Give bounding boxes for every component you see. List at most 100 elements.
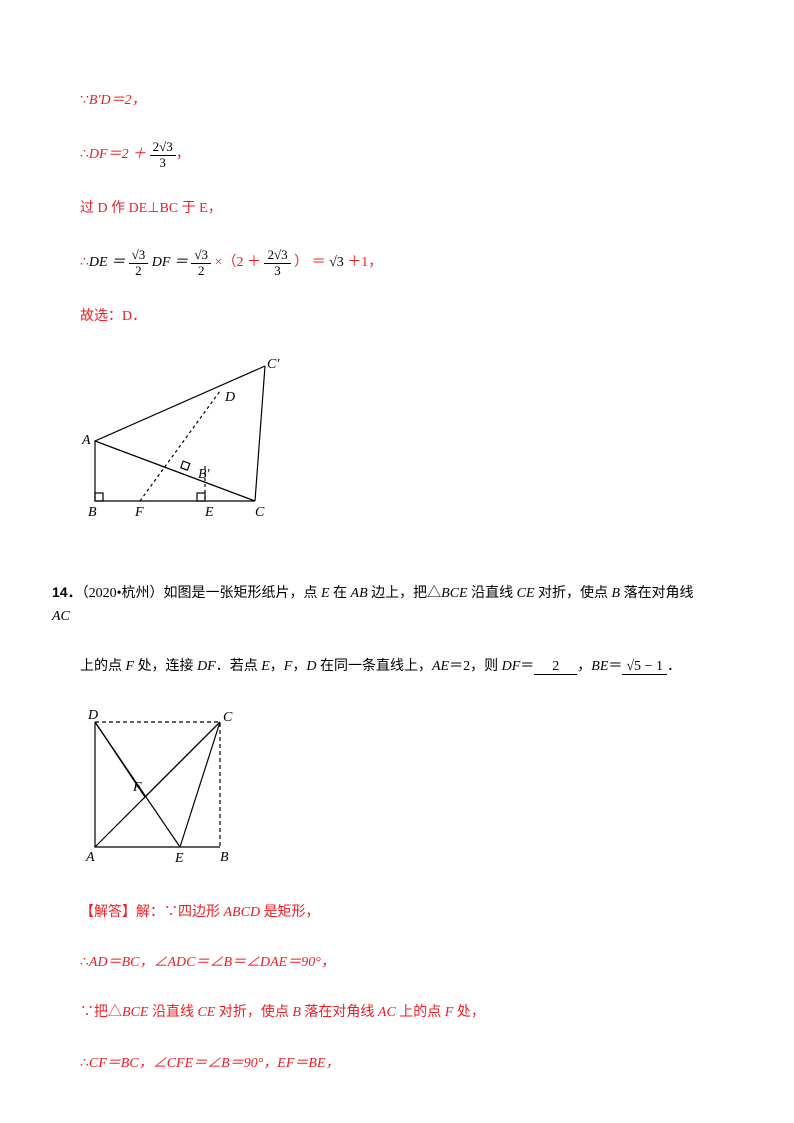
label-Bp: B′ [198, 467, 211, 482]
question-14-line2: 上的点 F 处，连接 DF．若点 E，F，D 在同一条直线上，AE＝2，则 DF… [80, 656, 714, 678]
ce: CE [197, 1005, 215, 1020]
eq: ＝ [520, 659, 534, 674]
t: 在 [330, 586, 351, 601]
question-14: 14．（2020•杭州）如图是一张矩形纸片，点 E 在 AB 边上，把△BCE … [52, 581, 714, 628]
denominator: 2 [191, 264, 211, 278]
t: 处，连接 [134, 659, 197, 674]
var: DF＝2 ＋ [89, 147, 146, 162]
denominator: 2 [129, 264, 149, 278]
therefore-symbol: ∴ [80, 1056, 89, 1071]
t: 对折，使点 [215, 1005, 292, 1020]
ac: AC [378, 1005, 396, 1020]
var-DF: DF [197, 659, 216, 674]
var-F: F [126, 659, 135, 674]
label-A: A [85, 850, 95, 865]
expr: CF＝BC，∠CFE＝∠B＝90°，EF＝BE， [89, 1056, 340, 1071]
denominator: 3 [264, 264, 290, 278]
label-C: C [255, 505, 265, 520]
period: ． [667, 659, 681, 674]
var-BE: BE [591, 659, 608, 674]
q-number: 14． [52, 584, 82, 600]
sol2-line4: ∴CF＝BC，∠CFE＝∠B＝90°，EF＝BE， [80, 1053, 714, 1075]
because-symbol: ∵把△ [80, 1005, 122, 1020]
numerator: 2√3 [150, 140, 176, 155]
fraction: √3 2 [129, 248, 149, 278]
numerator: √3 [191, 248, 211, 263]
t: 沿直线 [468, 586, 517, 601]
label-E: E [204, 505, 214, 520]
numerator: 2√3 [264, 248, 290, 263]
end: ， [176, 147, 190, 162]
var-AB: AB [351, 586, 368, 601]
df: DF ＝ [152, 255, 188, 270]
sol1-line3: 过 D 作 DE⊥BC 于 E， [80, 198, 714, 220]
var-CE: CE [517, 586, 535, 601]
eq: ＝ [608, 659, 622, 674]
label-C: C [223, 710, 233, 725]
label-F: F [132, 780, 142, 795]
sol1-line2: ∴DF＝2 ＋ 2√3 3 ， [80, 140, 714, 170]
t: 边上，把△ [368, 586, 442, 601]
t: 处， [453, 1005, 485, 1020]
t: ＝2，则 [449, 659, 502, 674]
q-text: （2020•杭州）如图是一张矩形纸片，点 [82, 586, 321, 601]
label-D: D [87, 708, 98, 723]
fraction: 2√3 3 [150, 140, 176, 170]
t: 上的点 [396, 1005, 445, 1020]
minus1: − 1 [641, 659, 663, 674]
t: 对折，使点 [535, 586, 612, 601]
sol2-line1: 【解答】解：∵四边形 ABCD 是矩形， [80, 902, 714, 924]
expr: AD＝BC，∠ADC＝∠B＝∠DAE＝90°， [89, 955, 335, 970]
t: 解：∵四边形 [136, 905, 224, 920]
c: ， [270, 659, 284, 674]
label-Cp: C′ [267, 357, 280, 372]
mul: ×（2 ＋ [215, 255, 261, 270]
c: ， [577, 659, 591, 674]
close: ） ＝ [294, 255, 326, 270]
answer-blank-2: √5 − 1 [622, 659, 667, 675]
sqrt5: √5 [626, 659, 641, 674]
abcd: ABCD [224, 905, 261, 920]
because-symbol: ∵ [80, 93, 89, 108]
answer-blank-1: 2 [534, 659, 577, 675]
label-E: E [174, 851, 184, 866]
figure-2: D C A B E F [80, 707, 714, 872]
fraction: √3 2 [191, 248, 211, 278]
t: 落在对角线 [620, 586, 694, 601]
answer: 故选：D． [80, 309, 146, 324]
label-B: B [220, 850, 229, 865]
therefore-symbol: ∴ [80, 955, 89, 970]
therefore-symbol: ∴ [80, 255, 89, 270]
label-D: D [224, 390, 235, 405]
var-BCE: BCE [441, 586, 467, 601]
rectangle-diagram: D C A B E F [80, 707, 255, 867]
t: 上的点 [80, 659, 126, 674]
solution-block-1: ∵B′D＝2， ∴DF＝2 ＋ 2√3 3 ， 过 D 作 DE⊥BC 于 E，… [80, 90, 714, 328]
t: 落在对角线 [301, 1005, 378, 1020]
triangle-diagram: A B C C′ D B′ E F [80, 356, 280, 526]
var-AE: AE [432, 659, 449, 674]
therefore-symbol: ∴ [80, 147, 89, 162]
var-AC: AC [52, 609, 70, 624]
t: 在同一条直线上， [316, 659, 432, 674]
label-A: A [81, 433, 91, 448]
sol2-line2: ∴AD＝BC，∠ADC＝∠B＝∠DAE＝90°， [80, 952, 714, 974]
bce: BCE [122, 1005, 148, 1020]
sol2-line3: ∵把△BCE 沿直线 CE 对折，使点 B 落在对角线 AC 上的点 F 处， [80, 1002, 714, 1024]
sol1-line1: ∵B′D＝2， [80, 90, 714, 112]
numerator: √3 [129, 248, 149, 263]
text: 过 D 作 DE⊥BC 于 E， [80, 201, 222, 216]
figure-1: A B C C′ D B′ E F [80, 356, 714, 531]
sol1-line4: ∴DE ＝ √3 2 DF ＝ √3 2 ×（2 ＋ 2√3 3 ） ＝ √3 … [80, 248, 714, 278]
var-E: E [261, 659, 270, 674]
sol1-line5: 故选：D． [80, 306, 714, 328]
t: 是矩形， [260, 905, 320, 920]
var-D: D [306, 659, 316, 674]
fraction: 2√3 3 [264, 248, 290, 278]
expr: B′D＝2， [89, 93, 146, 108]
t: 沿直线 [148, 1005, 197, 1020]
t: ．若点 [216, 659, 262, 674]
var-DF: DF [502, 659, 521, 674]
label-B: B [88, 505, 97, 520]
label-F: F [134, 505, 144, 520]
